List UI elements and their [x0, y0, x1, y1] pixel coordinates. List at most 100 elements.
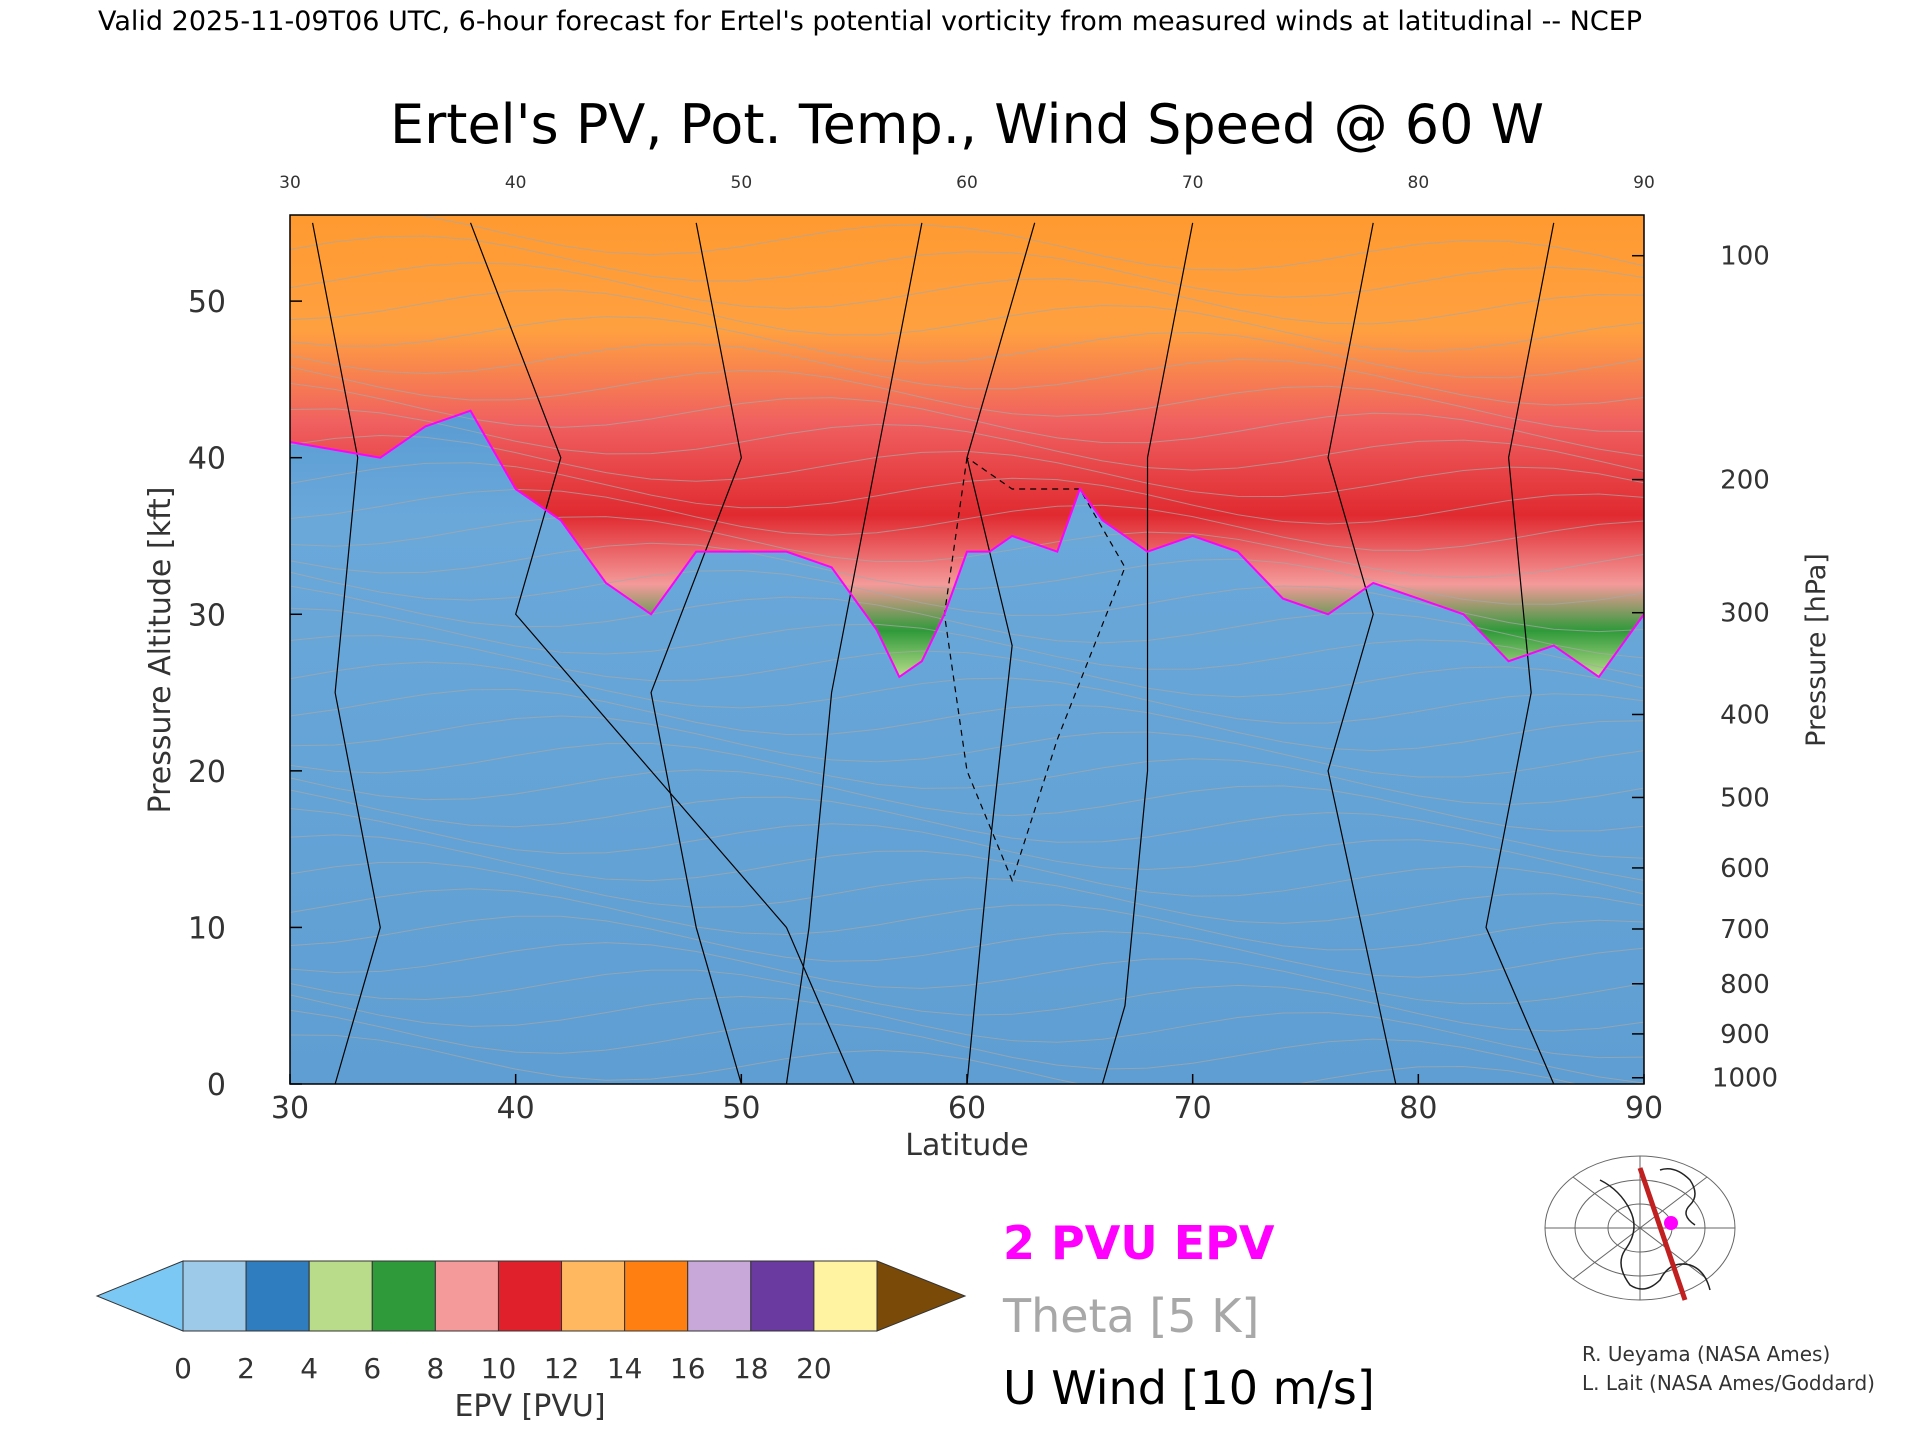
legend-u-wind: U Wind [10 m/s] [1003, 1361, 1375, 1415]
theta-contour-line [290, 789, 1644, 859]
colorbar-over-arrow [876, 1260, 967, 1332]
pressure-tick-label: 700 [1720, 915, 1770, 945]
x-top-tick-label: 70 [1182, 173, 1204, 193]
header-caption: Valid 2025-11-09T06 UTC, 6-hour forecast… [98, 6, 1642, 37]
u-wind-contour-line [311, 222, 381, 1084]
legend-theta: Theta [5 K] [1002, 1289, 1259, 1343]
colorbar-tick-label: 16 [670, 1352, 706, 1385]
u-wind-contour-line [1327, 222, 1397, 1084]
credit-line-2: L. Lait (NASA Ames/Goddard) [1582, 1371, 1875, 1395]
legend: 2 PVU EPV Theta [5 K] U Wind [10 m/s] [1002, 1216, 1375, 1415]
pressure-tick-label: 300 [1720, 599, 1770, 629]
colorbar-segment [371, 1260, 436, 1332]
colorbar-tick-label: 8 [426, 1352, 444, 1385]
theta-contour-line [290, 942, 1644, 1005]
map-graticule-icon [1544, 1155, 1736, 1301]
x-top-tick-label: 40 [505, 173, 527, 193]
colorbar-tick-label: 18 [733, 1352, 769, 1385]
colorbar-segment [308, 1260, 373, 1332]
theta-contour-line [290, 316, 1644, 379]
colorbar-segment [561, 1260, 626, 1332]
theta-contour-line [290, 808, 1644, 881]
u-wind-contour-line [1485, 222, 1555, 1084]
theta-contour-line [290, 635, 1644, 698]
y-tick-label: 20 [188, 755, 226, 790]
pressure-tick-label: 600 [1720, 854, 1770, 884]
theta-contour-line [290, 769, 1644, 832]
x-tick-label: 90 [1625, 1091, 1663, 1126]
x-tick-label: 70 [1174, 1091, 1212, 1126]
colorbar-segment [624, 1260, 689, 1332]
theta-contour-line [290, 715, 1644, 778]
x-top-tick-label: 30 [279, 173, 301, 193]
colorbar-tick-label: 10 [481, 1352, 517, 1385]
theta-contour-line [290, 607, 1644, 677]
map-coastline-icon [1599, 1168, 1711, 1291]
theta-contour-line [290, 382, 1644, 457]
x-top-tick-label: 60 [956, 173, 978, 193]
theta-contour-line [290, 834, 1644, 897]
theta-contour-line [290, 408, 1644, 472]
colorbar-tick-label: 0 [174, 1352, 192, 1385]
epv-colorbar: 0 2 4 6 8 10 12 14 16 18 20 [95, 1260, 967, 1385]
colorbar-tick-label: 4 [300, 1352, 318, 1385]
theta-contour-line [290, 585, 1644, 659]
map-section-line [1637, 1167, 1688, 1301]
theta-contour-line [290, 366, 1644, 433]
stratosphere-field [290, 215, 1644, 677]
colorbar-segment [687, 1260, 752, 1332]
map-location-marker [1664, 1216, 1678, 1230]
x-axis-label: Latitude [905, 1128, 1028, 1163]
y-tick-label: 40 [188, 442, 226, 477]
x-top-tick-label: 90 [1633, 173, 1655, 193]
theta-contour-line [290, 343, 1644, 406]
x-tick-label: 60 [948, 1091, 986, 1126]
theta-contour-line [290, 462, 1644, 525]
locator-map [1542, 1152, 1740, 1304]
legend-2pvu: 2 PVU EPV [1003, 1216, 1275, 1270]
theta-contour-line [290, 888, 1644, 951]
x-top-tick-label: 80 [1408, 173, 1430, 193]
x-tick-label: 80 [1399, 1091, 1437, 1126]
pressure-tick-label: 800 [1720, 970, 1770, 1000]
u-wind-contours [311, 222, 1555, 1084]
theta-contour-line [290, 742, 1644, 805]
theta-contour-line [290, 969, 1644, 1032]
theta-contour-line [290, 1034, 1579, 1084]
colorbar-label: EPV [PVU] [454, 1389, 605, 1424]
colorbar-segment [434, 1260, 499, 1332]
colorbar-segment [245, 1260, 310, 1332]
theta-contour-line [290, 516, 1644, 579]
u-wind-contour-line [1101, 222, 1194, 1084]
plot-area [290, 215, 1644, 1084]
colorbar-under-arrow [95, 1260, 184, 1332]
u-wind-contour-line [785, 222, 923, 1084]
theta-contour-line [412, 215, 1644, 271]
pressure-tick-label: 1000 [1712, 1064, 1778, 1094]
colorbar-segment [497, 1260, 563, 1332]
theta-contour-line [290, 542, 1644, 605]
credit-line-1: R. Ueyama (NASA Ames) [1582, 1342, 1830, 1366]
colorbar-tick-label: 20 [796, 1352, 832, 1385]
y-axis-left: 0 10 20 30 40 50 [188, 285, 302, 1103]
pressure-tick-label: 200 [1720, 466, 1770, 496]
theta-contour-line [290, 915, 1644, 978]
theta-contour-line [290, 435, 1644, 497]
pressure-tick-label: 100 [1720, 242, 1770, 272]
theta-contour-line [290, 861, 1644, 924]
x-tick-label: 30 [271, 1091, 309, 1126]
x-top-tick-label: 50 [731, 173, 753, 193]
u-wind-contour-line [650, 222, 742, 1084]
colorbar-tick-label: 2 [237, 1352, 255, 1385]
theta-contour-line [290, 994, 1644, 1059]
theta-contours [290, 215, 1644, 1084]
y-tick-label: 0 [207, 1068, 226, 1103]
colorbar-tick-label: 12 [544, 1352, 580, 1385]
colorbar-tick-label: 14 [607, 1352, 643, 1385]
pressure-tick-label: 400 [1720, 700, 1770, 730]
pressure-tick-label: 500 [1720, 783, 1770, 813]
y-axis-right-pressure: 100 200 300 400 500 600 700 800 900 1000 [1632, 242, 1778, 1094]
y-tick-label: 10 [188, 911, 226, 946]
x-axis-bottom: 30 40 50 60 70 80 90 [271, 1074, 1663, 1126]
theta-contour-line [290, 235, 1644, 298]
